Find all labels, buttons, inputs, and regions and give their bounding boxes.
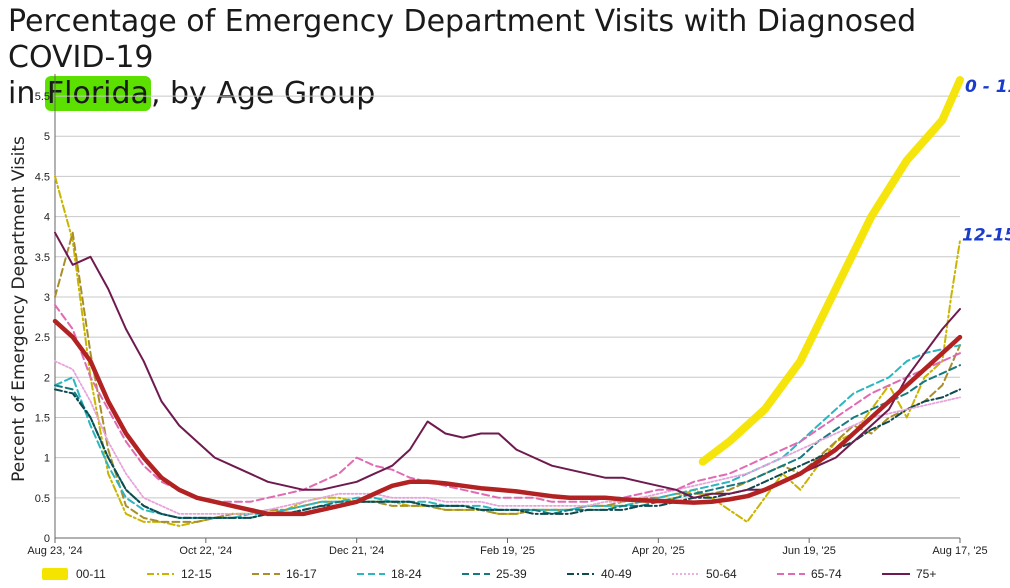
x-tick-label-6: Aug 17, '25 — [932, 545, 987, 557]
x-tick-label-3: Feb 19, '25 — [480, 545, 535, 557]
legend-label-00-11: 00-11 — [76, 567, 106, 581]
legend-label-40-49: 40-49 — [601, 567, 632, 581]
legend-label-65-74: 65-74 — [811, 567, 842, 581]
y-tick-label-0: 0 — [44, 533, 50, 545]
y-tick-label-1: 0.5 — [35, 493, 50, 505]
title-highlight-florida: Florida — [44, 76, 151, 111]
annotation-0-11: 0 - 11 — [965, 77, 1010, 97]
legend-label-50-64: 50-64 — [706, 567, 737, 581]
y-tick-label-4: 2 — [44, 372, 50, 384]
y-tick-label-9: 4.5 — [35, 171, 50, 183]
legend-label-25-39: 25-39 — [496, 567, 527, 581]
annotation-12-15: 12-15 — [962, 226, 1010, 246]
x-tick-label-5: Jun 19, '25 — [782, 545, 835, 557]
chart-title: Percentage of Emergency Department Visit… — [8, 4, 1010, 112]
y-tick-label-2: 1 — [44, 453, 50, 465]
series-line-12-15 — [54, 175, 961, 527]
series-line-40-49 — [54, 388, 961, 519]
y-tick-label-8: 4 — [44, 212, 50, 224]
legend-label-18-24: 18-24 — [391, 567, 422, 581]
y-tick-label-7: 3.5 — [35, 252, 50, 264]
title-line-2: in Florida, by Age Group — [8, 76, 1010, 112]
title-line-2-pre: in — [8, 76, 45, 111]
title-line-1: Percentage of Emergency Department Visit… — [8, 4, 917, 75]
series-line-50-64 — [54, 360, 961, 515]
legend-label-75-: 75+ — [916, 567, 936, 581]
legend-swatch-00-11 — [42, 568, 68, 580]
legend-label-12-15: 12-15 — [181, 567, 212, 581]
y-axis-label: Percent of Emergency Department Visits — [9, 136, 29, 482]
x-tick-label-0: Aug 23, '24 — [27, 545, 82, 557]
legend-label-16-17: 16-17 — [286, 567, 317, 581]
x-tick-label-2: Dec 21, '24 — [329, 545, 384, 557]
x-tick-label-1: Oct 22, '24 — [179, 545, 232, 557]
x-tick-label-4: Apr 20, '25 — [632, 545, 685, 557]
y-tick-label-3: 1.5 — [35, 412, 50, 424]
series-line-65-74 — [54, 304, 961, 503]
y-tick-label-6: 3 — [44, 292, 50, 304]
series-line-00-11 — [698, 76, 964, 466]
title-line-2-post: , by Age Group — [150, 76, 376, 111]
series-line-all-ages — [52, 318, 963, 517]
y-tick-label-11: 5.5 — [35, 91, 50, 103]
y-tick-label-10: 5 — [44, 131, 50, 143]
y-tick-label-5: 2.5 — [35, 332, 50, 344]
